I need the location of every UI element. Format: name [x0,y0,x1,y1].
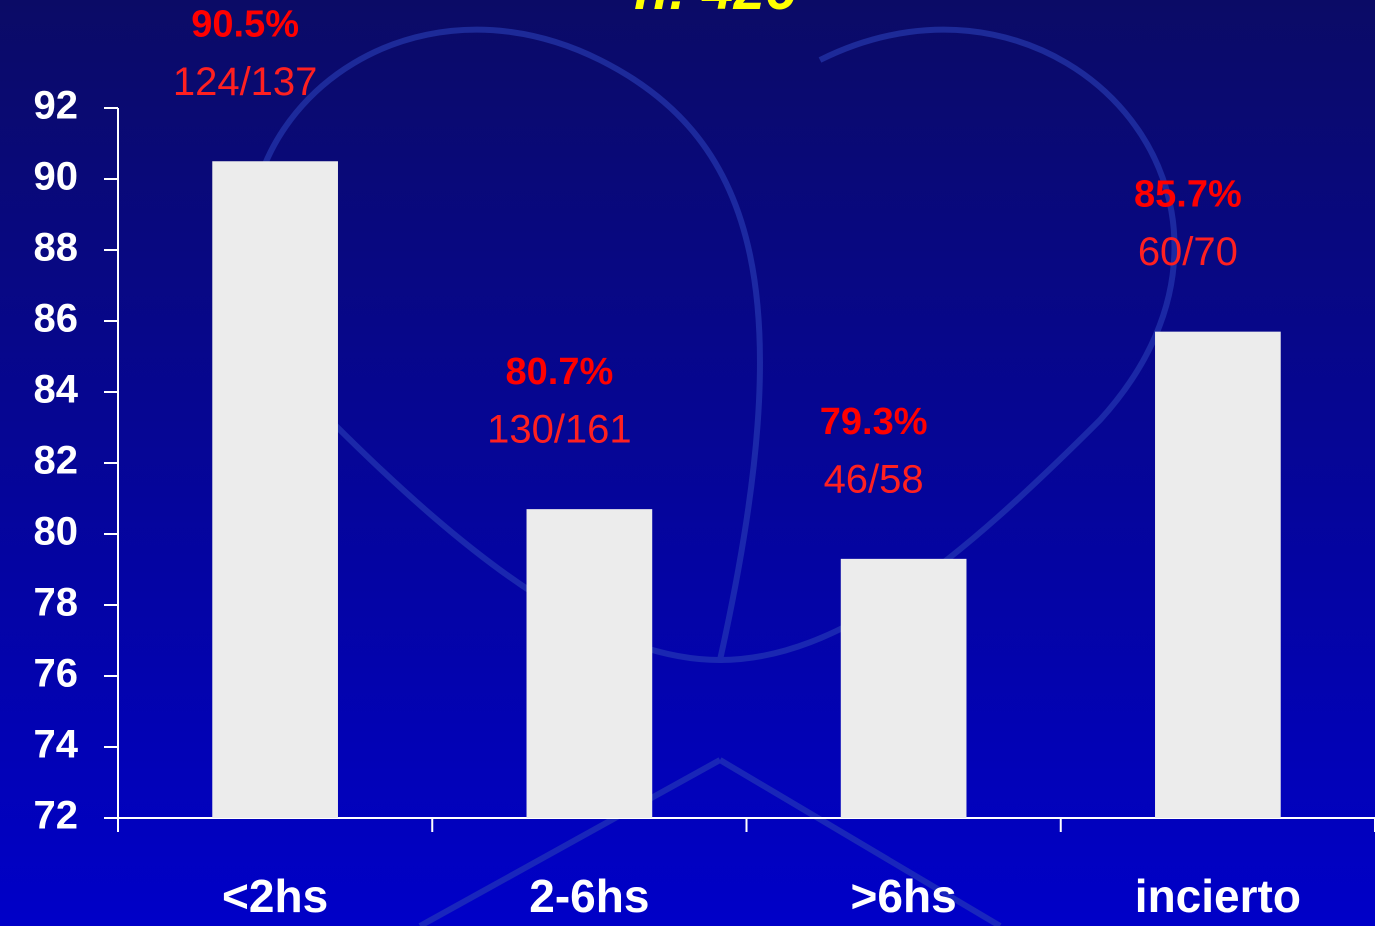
x-tick-label: <2hs [222,870,328,922]
chart-title: n: 426 [634,0,797,21]
count-label: 124/137 [173,60,318,104]
bar [526,509,653,818]
y-tick-label: 74 [34,723,79,767]
y-tick-label: 72 [34,794,79,838]
bar [212,161,338,818]
count-label: 60/70 [1138,230,1238,274]
value-label: 80.7% [506,351,614,393]
bar [1155,331,1281,818]
y-tick-label: 76 [34,652,79,696]
x-tick-label: incierto [1135,870,1301,922]
value-label: 90.5% [191,3,299,45]
x-tick-label: 2-6hs [529,870,649,922]
value-label: 85.7% [1134,174,1242,216]
x-tick-label: >6hs [851,870,957,922]
y-tick-label: 90 [34,155,79,199]
y-tick-label: 80 [34,510,79,554]
y-tick-label: 86 [34,297,79,341]
y-tick-label: 82 [34,439,79,483]
y-tick-label: 88 [34,226,79,270]
count-label: 46/58 [824,457,924,501]
y-tick-label: 92 [34,84,79,128]
y-tick-label: 78 [34,581,79,625]
bar [840,558,967,818]
y-tick-label: 84 [34,368,79,412]
count-label: 130/161 [487,408,632,452]
value-label: 79.3% [820,401,928,443]
